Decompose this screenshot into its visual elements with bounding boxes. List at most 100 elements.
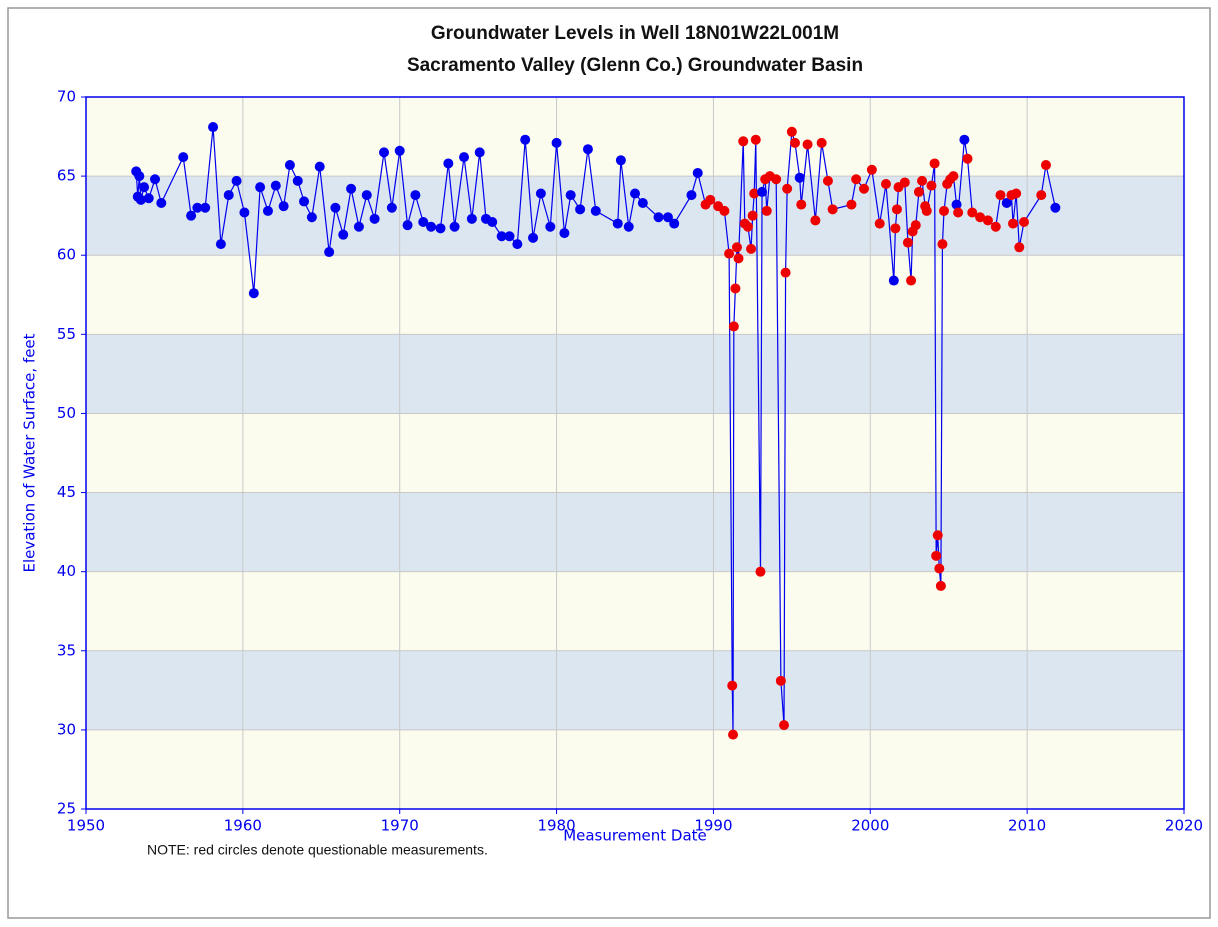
- data-point: [637, 198, 648, 209]
- y-tick-label: 50: [57, 404, 76, 422]
- data-point: [418, 216, 429, 227]
- data-point: [747, 210, 758, 221]
- data-point: [292, 175, 303, 186]
- data-point: [728, 729, 739, 740]
- data-point: [738, 136, 749, 147]
- data-point: [953, 207, 964, 218]
- data-point: [139, 182, 150, 193]
- data-point: [215, 239, 226, 250]
- x-tick-label: 2010: [1008, 817, 1046, 835]
- data-point: [394, 145, 405, 156]
- data-point: [874, 218, 885, 229]
- data-point: [975, 212, 986, 223]
- data-point: [810, 215, 821, 226]
- data-point: [612, 218, 623, 229]
- data-point: [888, 275, 899, 286]
- data-point: [150, 174, 161, 185]
- x-tick-label: 1970: [381, 817, 419, 835]
- data-point: [692, 167, 703, 178]
- data-point: [926, 180, 937, 191]
- data-point: [789, 137, 800, 148]
- data-point: [967, 207, 978, 218]
- data-point: [1050, 202, 1061, 213]
- data-point: [559, 228, 570, 239]
- data-point: [866, 164, 877, 175]
- data-point: [135, 194, 146, 205]
- data-point: [935, 580, 946, 591]
- y-tick-label: 65: [57, 167, 76, 185]
- data-point: [535, 188, 546, 199]
- data-point: [255, 182, 266, 193]
- data-point: [653, 212, 664, 223]
- y-tick-label: 30: [57, 720, 76, 738]
- data-point: [851, 174, 862, 185]
- data-point: [822, 175, 833, 186]
- data-point: [779, 720, 790, 731]
- data-point: [921, 205, 932, 216]
- data-point: [379, 147, 390, 158]
- data-point: [910, 220, 921, 231]
- data-point: [761, 205, 772, 216]
- data-point: [466, 213, 477, 224]
- chart-subtitle: Sacramento Valley (Glenn Co.) Groundwate…: [407, 55, 863, 76]
- data-point: [917, 175, 928, 186]
- data-point: [816, 137, 827, 148]
- data-point: [962, 153, 973, 164]
- data-point: [361, 190, 372, 201]
- data-point: [802, 139, 813, 150]
- y-tick-label: 40: [57, 562, 76, 580]
- x-tick-label: 2020: [1165, 817, 1203, 835]
- y-tick-label: 25: [57, 800, 76, 818]
- data-point: [951, 199, 962, 210]
- data-point: [757, 186, 768, 197]
- data-point: [796, 199, 807, 210]
- data-point: [782, 183, 793, 194]
- data-point: [705, 194, 716, 205]
- data-point: [630, 188, 640, 199]
- data-point: [771, 174, 782, 185]
- data-point: [1001, 198, 1012, 209]
- x-tick-label: 2000: [851, 817, 889, 835]
- data-point: [733, 253, 744, 264]
- data-point: [338, 229, 349, 240]
- data-point: [443, 158, 454, 169]
- data-point: [775, 675, 786, 686]
- data-point: [890, 223, 901, 234]
- data-point: [1014, 242, 1025, 253]
- band: [86, 255, 1184, 335]
- data-point: [990, 221, 1001, 232]
- y-tick-label: 55: [57, 325, 76, 343]
- data-point: [426, 221, 437, 232]
- data-point: [474, 147, 485, 158]
- y-tick-label: 70: [57, 88, 76, 106]
- data-point: [794, 172, 805, 183]
- data-point: [982, 215, 993, 226]
- data-point: [730, 283, 741, 294]
- data-point: [208, 122, 219, 133]
- data-point: [932, 530, 943, 541]
- data-point: [615, 155, 626, 166]
- y-axis-title: Elevation of Water Surface, feet: [21, 333, 39, 572]
- band: [86, 492, 1184, 572]
- x-tick-label: 1980: [537, 817, 575, 835]
- data-point: [496, 231, 507, 242]
- data-point: [410, 190, 421, 201]
- data-point: [891, 204, 902, 215]
- data-point: [929, 158, 940, 169]
- y-tick-label: 35: [57, 641, 76, 659]
- data-point: [223, 190, 234, 201]
- data-point: [156, 198, 167, 209]
- data-point: [995, 190, 1006, 201]
- data-point: [504, 231, 515, 242]
- data-point: [780, 267, 791, 278]
- data-point: [330, 202, 341, 213]
- data-point: [662, 212, 673, 223]
- y-tick-label: 45: [57, 483, 76, 501]
- data-point: [369, 213, 380, 224]
- data-point: [731, 242, 742, 253]
- data-point: [545, 221, 556, 232]
- annotation: NOTE: red circles denote questionable me…: [147, 842, 488, 858]
- data-point: [724, 248, 735, 259]
- data-point: [1011, 188, 1022, 199]
